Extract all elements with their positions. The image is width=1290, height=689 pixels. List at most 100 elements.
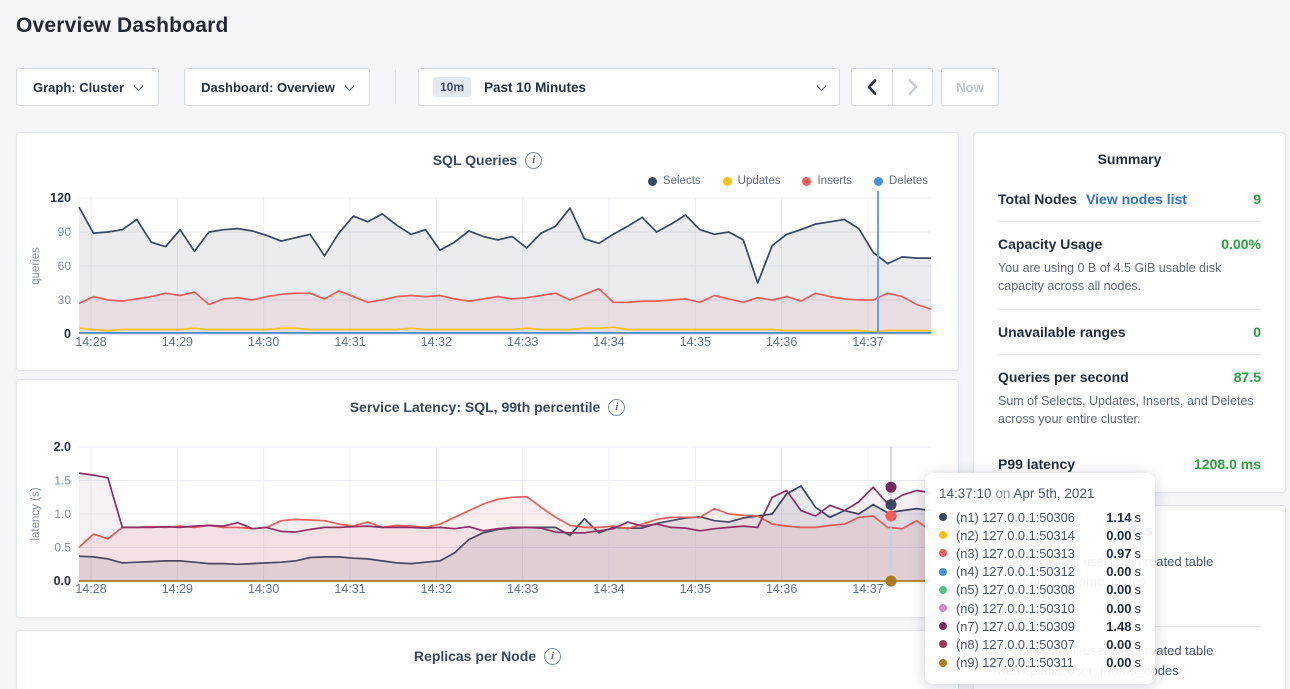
tooltip-node-unit: s <box>1134 600 1142 616</box>
service-latency-title: Service Latency: SQL, 99th percentile <box>17 380 958 416</box>
sql-queries-chart[interactable]: 14:28 14:29 14:30 14:31 14:32 14:33 14:34 14:35… <box>17 191 958 361</box>
svg-text:14:36: 14:36 <box>766 335 797 349</box>
tooltip-node-row: (n3) 127.0.0.1:50313 0.97 s <box>939 544 1141 562</box>
chart-hover-tooltip: 14:37:10 on Apr 5th, 2021 (n1) 127.0.0.1… <box>925 473 1155 684</box>
tooltip-timestamp: 14:37:10 on Apr 5th, 2021 <box>939 486 1141 501</box>
svg-text:2.0: 2.0 <box>54 440 71 454</box>
chevron-down-icon <box>816 80 827 91</box>
svg-text:0: 0 <box>64 327 71 341</box>
summary-label: Total Nodes <box>998 191 1078 207</box>
chart-title-text: Replicas per Node <box>413 648 537 664</box>
svg-text:14:34: 14:34 <box>593 582 624 596</box>
svg-text:30: 30 <box>58 293 72 307</box>
svg-text:14:36: 14:36 <box>766 582 797 596</box>
tooltip-node-label: (n7) 127.0.0.1:50309 <box>956 618 1075 634</box>
node-color-dot <box>939 513 947 522</box>
tooltip-node-value: 1.14 s <box>1106 509 1142 525</box>
summary-value: 9 <box>1253 191 1261 207</box>
svg-text:14:37: 14:37 <box>852 582 883 596</box>
node-color-dot <box>939 567 947 576</box>
svg-text:14:34: 14:34 <box>593 335 624 349</box>
summary-label: Unavailable ranges <box>998 324 1126 340</box>
time-nav-group <box>851 68 933 106</box>
summary-row-top: Unavailable ranges 0 <box>998 324 1261 340</box>
tooltip-node-label: (n8) 127.0.0.1:50307 <box>956 636 1075 652</box>
legend-item-deletes: Deletes <box>874 175 928 187</box>
graph-dropdown[interactable]: Graph: Cluster <box>16 68 159 106</box>
tooltip-node-row: (n4) 127.0.0.1:50312 0.00 s <box>939 563 1141 581</box>
summary-row-capacity-usage: Capacity Usage 0.00% You are using 0 B of … <box>998 221 1261 309</box>
svg-text:14:28: 14:28 <box>75 335 106 349</box>
summary-row-total-nodes: Total Nodes View nodes list 9 <box>998 177 1261 221</box>
view-nodes-list-link[interactable]: View nodes list <box>1086 191 1187 207</box>
tooltip-node-unit: s <box>1134 545 1142 561</box>
chart-title-text: SQL Queries <box>432 152 518 168</box>
tooltip-conjunction: on <box>995 486 1011 501</box>
tooltip-node-row: (n2) 127.0.0.1:50314 0.00 s <box>939 526 1141 544</box>
tooltip-node-label: (n9) 127.0.0.1:50311 <box>956 655 1074 671</box>
dashboard-dropdown[interactable]: Dashboard: Overview <box>184 68 370 106</box>
node-color-dot <box>939 604 947 613</box>
tooltip-node-value: 0.97 s <box>1106 545 1142 561</box>
summary-rows: Total Nodes View nodes list 9 Capacity Usag… <box>998 177 1261 486</box>
tooltip-node-value: 0.00 s <box>1106 636 1141 652</box>
tooltip-node-unit: s <box>1134 509 1142 525</box>
legend-label: Deletes <box>889 175 928 187</box>
tooltip-node-unit: s <box>1134 582 1142 598</box>
summary-value: 87.5 <box>1233 369 1261 385</box>
summary-label: Capacity Usage <box>998 236 1103 252</box>
svg-text:14:28: 14:28 <box>75 582 106 596</box>
tooltip-node-value: 1.48 s <box>1106 618 1141 634</box>
summary-value: 1208.0 ms <box>1194 456 1261 472</box>
info-icon[interactable] <box>544 647 562 665</box>
svg-text:14:29: 14:29 <box>162 582 193 596</box>
summary-label: Queries per second <box>998 369 1129 385</box>
summary-row-top: Queries per second 87.5 <box>998 369 1261 385</box>
summary-row-top: Capacity Usage 0.00% <box>998 236 1261 252</box>
tooltip-node-label: (n3) 127.0.0.1:50313 <box>956 545 1075 561</box>
tooltip-node-row: (n6) 127.0.0.1:50310 0.00 s <box>939 599 1141 617</box>
sql-queries-title: SQL Queries <box>17 133 958 169</box>
chart-title-text: Service Latency: SQL, 99th percentile <box>349 399 601 415</box>
service-latency-chart[interactable]: 14:28 14:29 14:30 14:31 14:32 14:33 14:34 14:35… <box>17 436 958 606</box>
service-latency-card: Service Latency: SQL, 99th percentile 14… <box>16 379 959 618</box>
tooltip-node-row: (n5) 127.0.0.1:50308 0.00 s <box>939 581 1141 599</box>
tooltip-node-row: (n1) 127.0.0.1:50306 1.14 s <box>939 508 1141 526</box>
svg-text:90: 90 <box>58 225 72 239</box>
svg-text:latency (s): latency (s) <box>30 487 42 540</box>
svg-text:queries: queries <box>30 247 42 285</box>
replicas-per-node-title: Replicas per Node <box>17 631 958 667</box>
page-title: Overview Dashboard <box>16 14 229 37</box>
legend-color-dot <box>874 176 883 186</box>
time-next-button[interactable] <box>892 69 932 105</box>
summary-value: 0 <box>1253 324 1261 340</box>
info-icon[interactable] <box>525 151 543 169</box>
tooltip-node-value: 0.00 s <box>1106 582 1142 598</box>
tooltip-node-label: (n1) 127.0.0.1:50306 <box>956 509 1075 525</box>
replicas-per-node-card: Replicas per Node <box>16 630 959 689</box>
info-icon[interactable] <box>608 398 626 416</box>
tooltip-node-value: 0.00 s <box>1106 527 1141 543</box>
node-color-dot <box>939 640 947 649</box>
svg-text:14:31: 14:31 <box>334 335 365 349</box>
svg-text:120: 120 <box>50 191 71 205</box>
chevron-right-icon <box>908 79 917 95</box>
now-button[interactable]: Now <box>941 68 999 106</box>
tooltip-node-value: 0.00 s <box>1106 564 1141 580</box>
tooltip-node-label: (n6) 127.0.0.1:50310 <box>956 600 1075 616</box>
tooltip-time: 14:37:10 <box>939 486 992 501</box>
time-prev-button[interactable] <box>852 69 892 105</box>
summary-description: You are using 0 B of 4.5 GiB usable disk… <box>998 261 1222 293</box>
tooltip-date: Apr 5th, 2021 <box>1013 486 1095 501</box>
legend-label: Updates <box>737 175 781 187</box>
svg-text:14:32: 14:32 <box>421 582 452 596</box>
sql-queries-legend: Selects Updates Inserts Deletes <box>647 175 928 187</box>
time-range-dropdown[interactable]: 10m Past 10 Minutes <box>418 68 840 106</box>
node-color-dot <box>939 585 947 594</box>
legend-item-inserts: Inserts <box>802 175 852 187</box>
chevron-down-icon <box>344 80 355 91</box>
tooltip-node-unit: s <box>1134 655 1142 671</box>
svg-text:14:35: 14:35 <box>680 582 711 596</box>
dashboard-dropdown-label: Dashboard: Overview <box>201 79 335 95</box>
tooltip-node-row: (n8) 127.0.0.1:50307 0.00 s <box>939 635 1141 653</box>
